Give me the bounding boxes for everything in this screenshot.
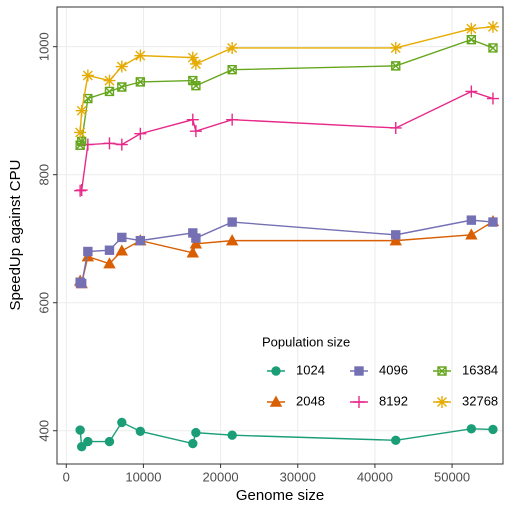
point — [189, 57, 202, 70]
point — [389, 41, 402, 54]
point — [186, 246, 199, 258]
x-tick-label: 10000 — [125, 469, 161, 484]
point — [191, 233, 201, 243]
legend-title: Population size — [262, 334, 350, 349]
point — [75, 425, 85, 435]
point — [391, 230, 401, 240]
point — [135, 235, 146, 246]
point — [83, 436, 93, 447]
point — [389, 121, 402, 134]
legend-key — [436, 396, 448, 408]
point — [226, 41, 239, 54]
y-tick-label: 400 — [36, 420, 51, 442]
x-axis-title: Genome size — [236, 487, 324, 504]
point — [465, 22, 478, 35]
y-axis-title: SpeedUp against CPU — [7, 160, 24, 311]
point — [103, 257, 116, 269]
x-tick-label: 20000 — [203, 469, 239, 484]
point — [486, 92, 499, 105]
point — [76, 136, 87, 147]
point — [117, 82, 127, 92]
y-tick-label: 1000 — [36, 32, 51, 61]
point — [488, 43, 498, 53]
point — [135, 426, 146, 437]
legend-label: 32768 — [462, 393, 498, 408]
point — [117, 417, 127, 428]
point — [466, 424, 477, 434]
point — [103, 74, 116, 87]
point — [486, 20, 499, 33]
series-line — [79, 219, 494, 285]
series-line — [79, 90, 494, 192]
point — [227, 430, 237, 440]
point — [488, 424, 498, 435]
point — [466, 34, 477, 45]
panel-border — [56, 6, 504, 465]
y-tick-label: 600 — [36, 292, 51, 314]
point — [465, 228, 478, 240]
legend-label: 4096 — [379, 362, 408, 377]
legend-label: 1024 — [296, 362, 325, 377]
y-tick-label: 800 — [36, 164, 51, 186]
point — [191, 427, 201, 438]
point — [189, 125, 202, 138]
x-tick-label: 0 — [63, 469, 70, 484]
point — [75, 104, 88, 117]
x-tick-label: 30000 — [280, 469, 316, 484]
point — [226, 113, 239, 126]
legend-label: 16384 — [462, 362, 498, 377]
point — [227, 65, 237, 75]
point — [186, 51, 199, 64]
legend-label: 2048 — [296, 393, 325, 408]
legend-key — [271, 366, 281, 376]
panel — [57, 7, 503, 464]
point — [134, 49, 147, 62]
point — [115, 60, 128, 73]
point — [76, 278, 87, 289]
point — [189, 237, 203, 249]
point — [135, 77, 146, 87]
point — [117, 232, 127, 243]
point — [391, 61, 401, 71]
point — [466, 215, 477, 225]
legend-key — [437, 366, 447, 376]
point — [191, 81, 201, 91]
point — [465, 85, 478, 98]
point — [488, 217, 498, 227]
legend-key — [354, 366, 364, 376]
point — [75, 184, 88, 197]
legend-key — [269, 395, 283, 407]
point — [81, 69, 94, 82]
legend-key — [353, 396, 365, 408]
x-tick-label: 40000 — [357, 469, 393, 484]
point — [104, 436, 115, 447]
point — [83, 246, 93, 257]
point — [134, 127, 147, 140]
point — [104, 86, 115, 97]
point — [76, 442, 87, 452]
point — [225, 234, 239, 246]
x-tick-label: 50000 — [434, 469, 470, 484]
point — [115, 138, 128, 151]
point — [391, 435, 401, 446]
point — [389, 234, 402, 246]
point — [188, 438, 198, 449]
point — [74, 126, 87, 139]
point — [103, 137, 116, 150]
point — [104, 245, 115, 255]
point — [227, 217, 237, 227]
series-line — [79, 26, 494, 133]
point — [186, 113, 199, 126]
series-line — [79, 38, 494, 146]
legend-label: 8192 — [379, 393, 408, 408]
point — [115, 244, 129, 256]
